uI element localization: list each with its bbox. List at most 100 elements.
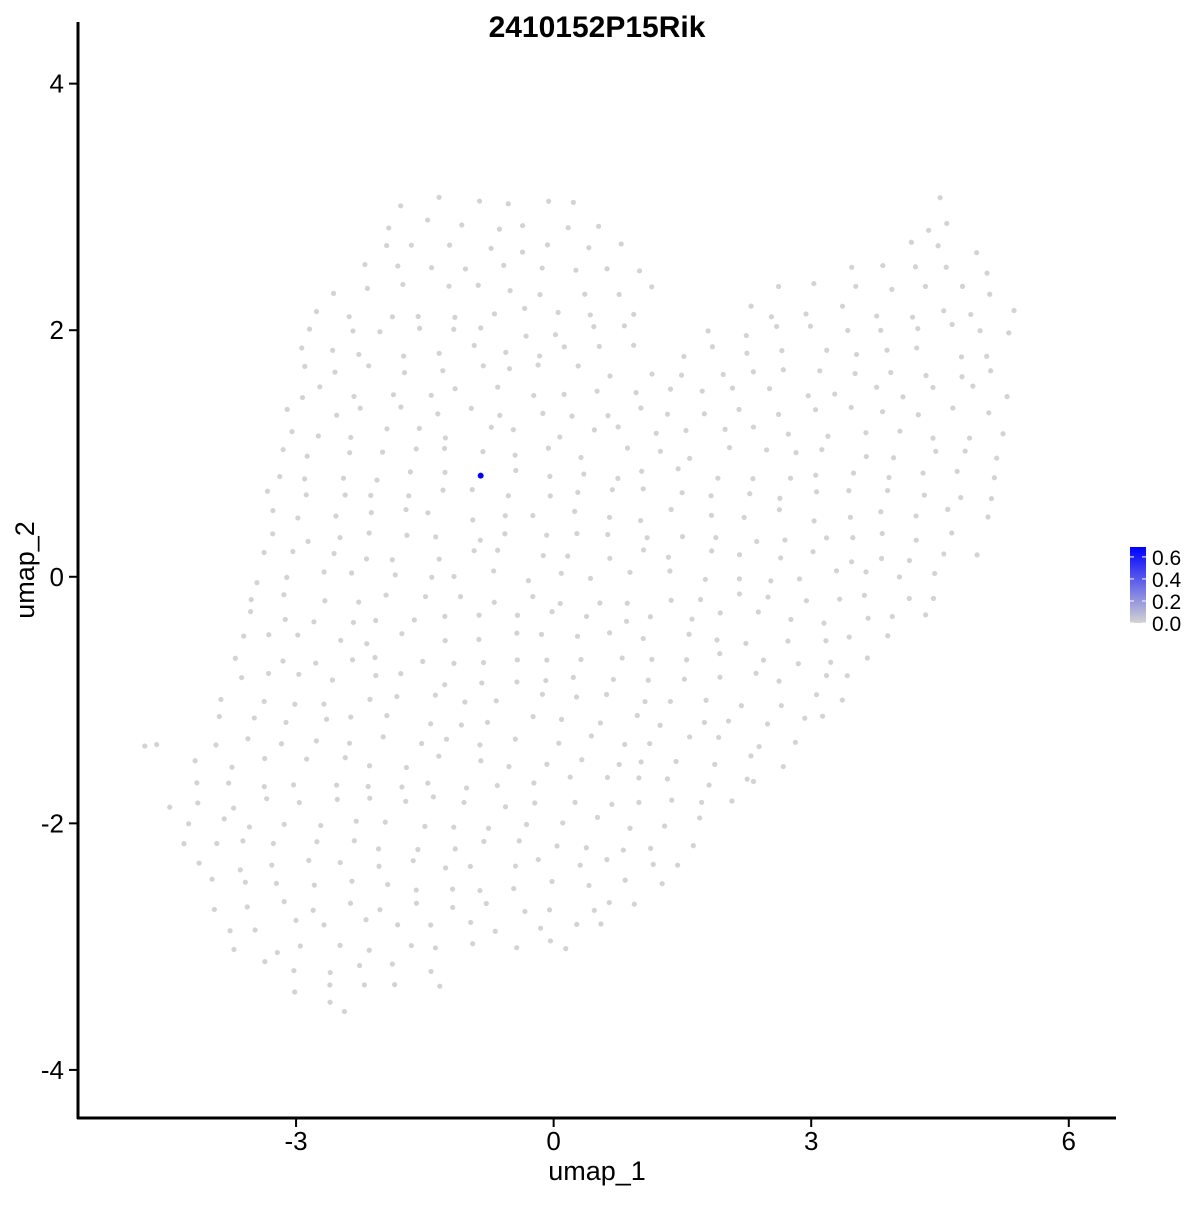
cell-point <box>469 486 475 493</box>
x-tick-label: 6 <box>1062 1126 1076 1156</box>
cell-point <box>372 654 378 661</box>
cell-point <box>451 573 457 580</box>
cell-point <box>606 899 612 906</box>
cell-point <box>321 701 327 707</box>
cell-point <box>400 281 406 288</box>
cell-point <box>738 703 744 709</box>
cell-point <box>567 774 573 780</box>
cell-point <box>240 838 246 844</box>
cell-point <box>440 487 446 493</box>
cell-point <box>461 799 467 806</box>
cell-point <box>966 435 973 441</box>
cell-point <box>974 552 980 558</box>
cell-point <box>572 799 578 805</box>
cell-point <box>399 631 405 637</box>
cell-point <box>226 780 232 786</box>
cell-point <box>525 578 532 584</box>
cell-point <box>481 838 487 844</box>
cell-point <box>667 568 673 574</box>
cell-point <box>888 369 894 376</box>
cell-point <box>332 369 338 375</box>
cell-point <box>616 291 622 298</box>
cell-point <box>913 537 919 543</box>
cell-point <box>420 658 426 664</box>
cell-point <box>861 592 867 598</box>
cell-point <box>530 714 536 720</box>
cell-point <box>863 453 869 460</box>
cell-point <box>192 758 198 764</box>
cell-point <box>622 741 628 748</box>
cell-point <box>803 311 809 317</box>
cell-point <box>278 741 285 747</box>
colorbar-label: 0.2 <box>1152 591 1181 614</box>
cell-point <box>549 878 555 885</box>
cell-point <box>853 351 860 358</box>
cell-point <box>747 491 753 497</box>
cell-point <box>303 492 309 498</box>
cell-point <box>348 434 354 441</box>
cell-point <box>634 712 640 719</box>
cell-point <box>572 508 578 514</box>
cell-point <box>350 619 357 626</box>
cell-point <box>261 784 267 790</box>
cell-point <box>280 658 286 664</box>
cell-point <box>776 507 783 513</box>
cell-point <box>302 476 308 482</box>
cell-point <box>539 691 546 697</box>
cell-point <box>304 756 310 762</box>
cell-point <box>848 559 855 565</box>
cell-point <box>480 449 486 455</box>
cell-point <box>605 531 611 538</box>
cell-point <box>577 862 583 868</box>
cell-point <box>648 845 654 852</box>
cell-point <box>341 1008 348 1015</box>
cell-point <box>471 342 477 349</box>
cell-point <box>945 506 951 513</box>
cell-point <box>678 372 685 378</box>
cell-point <box>1006 330 1012 336</box>
cell-point <box>596 343 602 350</box>
cell-point <box>725 718 732 724</box>
colorbar <box>1130 547 1146 623</box>
cell-point <box>913 513 919 519</box>
cell-point <box>384 242 390 249</box>
x-ticks: -3 0 3 6 <box>285 1119 1076 1156</box>
cell-point <box>313 660 319 666</box>
cell-point <box>984 353 990 359</box>
cell-point <box>653 430 659 436</box>
cell-point <box>471 548 477 554</box>
cell-point <box>833 568 840 574</box>
cell-point <box>897 428 903 434</box>
cell-point <box>546 198 552 204</box>
cell-point <box>540 410 546 416</box>
cell-point <box>290 782 297 788</box>
cell-point <box>403 798 409 804</box>
cell-point <box>384 426 390 432</box>
cell-point <box>633 390 639 396</box>
cell-point <box>248 596 254 603</box>
cell-point <box>349 657 356 663</box>
cell-point <box>181 841 187 847</box>
cell-point <box>949 321 955 328</box>
cell-point <box>896 574 903 580</box>
cell-point <box>792 739 798 745</box>
cell-point <box>333 513 339 519</box>
cell-point <box>850 470 857 476</box>
cell-point <box>565 225 571 231</box>
cell-point <box>213 742 219 748</box>
cell-point <box>491 311 498 317</box>
cell-point <box>717 610 723 616</box>
cell-point <box>778 702 784 709</box>
cell-point <box>475 282 481 288</box>
cell-point <box>636 775 642 781</box>
cell-point <box>468 405 474 411</box>
cell-point <box>330 290 337 296</box>
cell-point <box>366 363 372 369</box>
cell-point <box>775 411 782 417</box>
cell-point <box>383 592 389 598</box>
cell-point <box>570 199 576 205</box>
cell-point <box>297 943 303 949</box>
y-ticks: -4 -2 0 2 4 <box>41 69 77 1085</box>
cell-point <box>825 433 831 439</box>
cell-point <box>575 363 581 369</box>
